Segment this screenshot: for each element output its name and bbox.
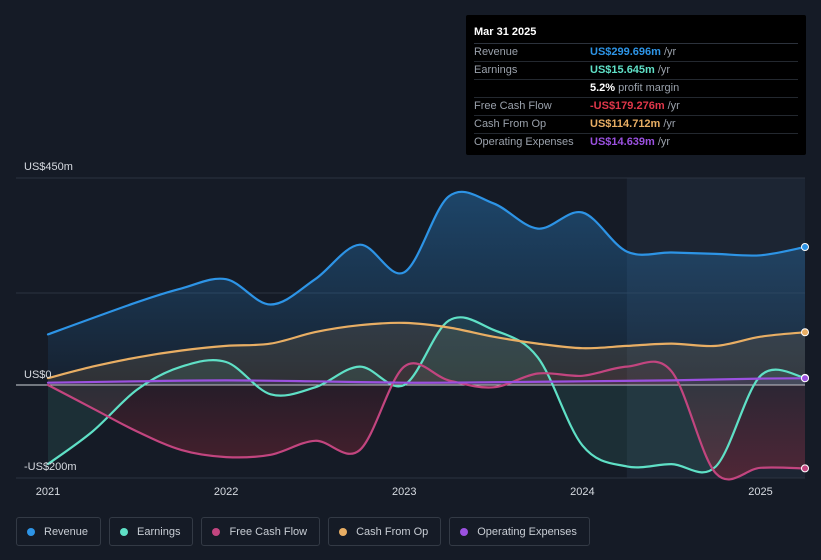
- tooltip-value: -US$179.276m: [590, 100, 665, 112]
- tooltip-label: Revenue: [474, 46, 519, 58]
- tooltip-row: 5.2% profit margin: [474, 80, 798, 98]
- legend-item-earnings[interactable]: Earnings: [109, 517, 194, 546]
- free-cash-flow-marker: [801, 464, 809, 473]
- operating-expenses-marker: [801, 374, 809, 383]
- tooltip-row: Operating Expenses US$14.639m/yr: [474, 134, 798, 151]
- legend-dot-icon: [120, 527, 129, 536]
- tooltip-unit: profit margin: [618, 82, 680, 94]
- tooltip-value: US$14.639m: [590, 136, 655, 148]
- legend-dot-icon: [339, 527, 348, 536]
- tooltip-row: Cash From Op US$114.712m/yr: [474, 116, 798, 134]
- tooltip-label: [474, 80, 590, 97]
- legend-dot-icon: [460, 527, 469, 536]
- y-tick-label: US$450m: [24, 161, 73, 173]
- chart-area: US$450m US$0 -US$200m 2021 2022 2023 2024 2025: [16, 161, 809, 498]
- tooltip-value: US$15.645m: [590, 64, 655, 76]
- legend-label: Cash From Op: [356, 525, 429, 538]
- x-tick-label: 2022: [214, 486, 238, 498]
- tooltip-label: Cash From Op: [474, 118, 547, 130]
- revenue-marker: [801, 243, 809, 251]
- tooltip-unit: /yr: [657, 64, 671, 76]
- tooltip-value: 5.2%: [590, 82, 616, 94]
- tooltip-label: Operating Expenses: [474, 136, 574, 148]
- x-tick-label: 2023: [392, 486, 416, 498]
- x-tick-label: 2025: [748, 486, 772, 498]
- cash-from-op-marker: [801, 328, 809, 337]
- legend-item-revenue[interactable]: Revenue: [16, 517, 102, 546]
- tooltip-date: Mar 31 2025: [474, 23, 798, 44]
- tooltip-row: Earnings US$15.645m/yr: [474, 62, 798, 80]
- operating-expenses-line: [46, 377, 807, 384]
- tooltip-row: Revenue US$299.696m/yr: [474, 44, 798, 62]
- legend-item-free-cash-flow[interactable]: Free Cash Flow: [201, 517, 321, 546]
- revenue-area: [48, 191, 805, 385]
- legend-label: Operating Expenses: [477, 525, 577, 538]
- tooltip-value: US$114.712m: [590, 118, 661, 130]
- y-tick-label: -US$200m: [24, 461, 77, 473]
- legend-dot-icon: [27, 527, 35, 536]
- earnings-area: [48, 317, 805, 473]
- tooltip-unit: /yr: [667, 100, 680, 112]
- cash-from-op-line: [46, 321, 807, 380]
- operating-expenses-area: [48, 378, 805, 385]
- legend-dot-icon: [212, 527, 221, 536]
- legend-label: Free Cash Flow: [229, 525, 308, 538]
- legend-label: Earnings: [137, 525, 181, 538]
- free-cash-flow-area: [48, 361, 805, 480]
- tooltip-value: US$299.696m: [590, 46, 661, 58]
- data-tooltip: Mar 31 2025 Revenue US$299.696m/yr Earning…: [466, 15, 806, 155]
- free-cash-flow-line: [46, 360, 807, 481]
- legend-item-cash-from-op[interactable]: Cash From Op: [328, 517, 442, 546]
- revenue-line: [46, 190, 807, 336]
- tooltip-label: Free Cash Flow: [474, 100, 552, 112]
- x-tick-label: 2021: [36, 486, 60, 498]
- tooltip-unit: /yr: [663, 46, 677, 58]
- tooltip-row: Free Cash Flow -US$179.276m/yr: [474, 98, 798, 116]
- earnings-line: [46, 316, 807, 474]
- legend-label: Revenue: [44, 525, 89, 538]
- tooltip-label: Earnings: [474, 64, 518, 76]
- tooltip-unit: /yr: [657, 136, 671, 148]
- y-tick-label: US$0: [24, 369, 52, 381]
- chart-legend: Revenue Earnings Free Cash Flow Cash From O…: [16, 517, 598, 546]
- legend-item-operating-expenses[interactable]: Operating Expenses: [449, 517, 590, 546]
- tooltip-unit: /yr: [663, 118, 676, 130]
- x-tick-label: 2024: [570, 486, 594, 498]
